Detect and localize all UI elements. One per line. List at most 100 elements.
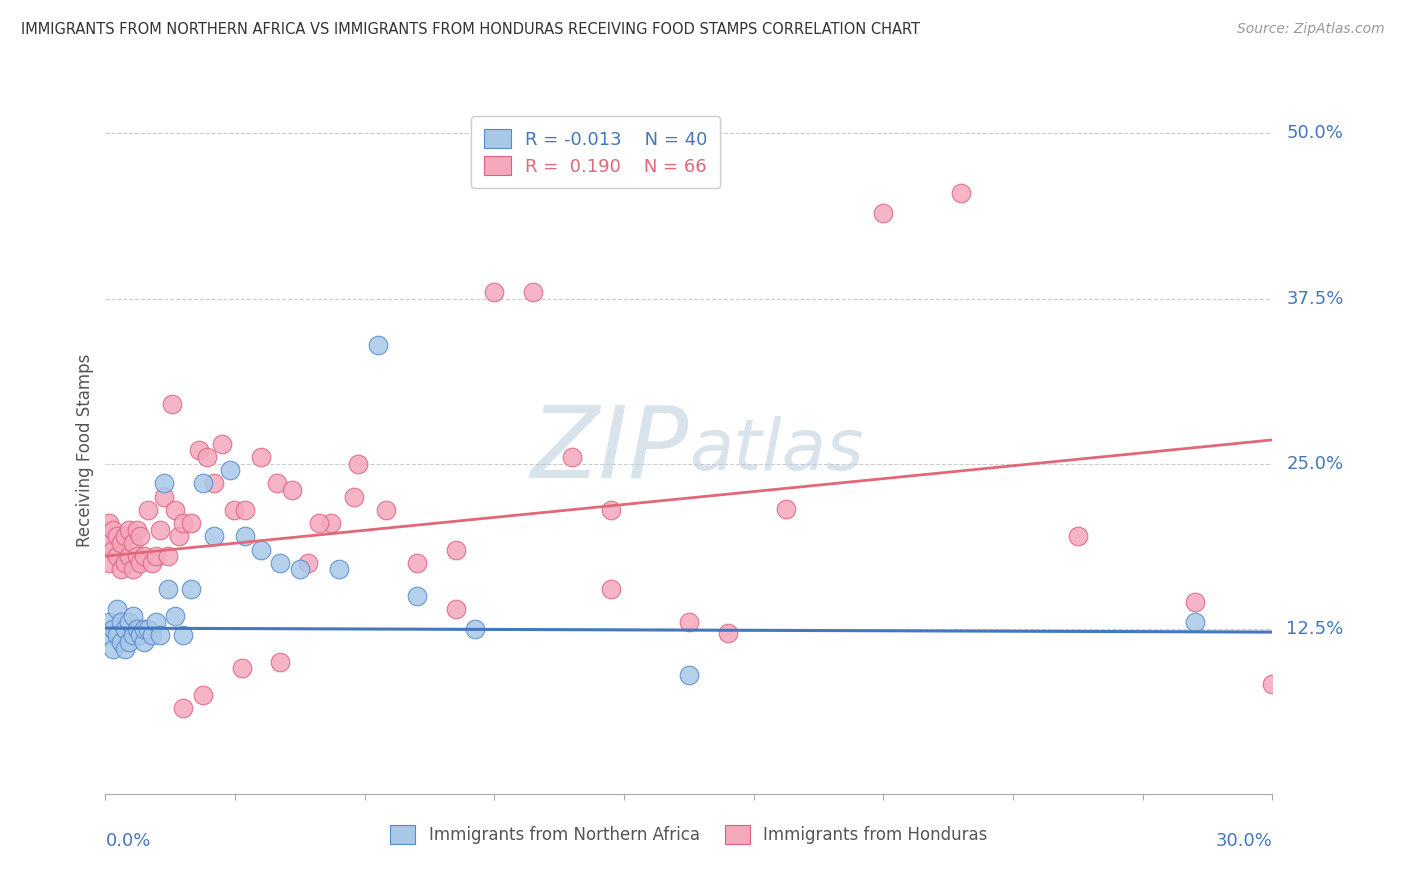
Point <box>678 668 700 682</box>
Point <box>405 589 427 603</box>
Point <box>103 523 125 537</box>
Point <box>165 503 187 517</box>
Point <box>118 615 141 630</box>
Point <box>125 622 148 636</box>
Point <box>121 608 143 623</box>
Point <box>136 622 159 636</box>
Point <box>110 635 132 649</box>
Point <box>110 536 132 550</box>
Point <box>134 622 156 636</box>
Point <box>149 628 172 642</box>
Point <box>269 556 292 570</box>
Point <box>219 463 242 477</box>
Point <box>98 556 121 570</box>
Point <box>118 523 141 537</box>
Point <box>1261 677 1284 691</box>
Point <box>266 476 288 491</box>
Point <box>103 641 125 656</box>
Point <box>775 501 797 516</box>
Point <box>103 622 125 636</box>
Point <box>180 582 202 596</box>
Point <box>288 562 311 576</box>
Point <box>374 503 396 517</box>
Point <box>872 205 894 219</box>
Point <box>129 529 152 543</box>
Point <box>149 523 172 537</box>
Point <box>110 562 132 576</box>
Point <box>134 549 156 563</box>
Point <box>717 625 740 640</box>
Point <box>110 615 132 630</box>
Point <box>152 490 174 504</box>
Point <box>678 615 700 630</box>
Point <box>235 529 257 543</box>
Point <box>319 516 342 530</box>
Point <box>114 556 136 570</box>
Point <box>141 628 163 642</box>
Y-axis label: Receiving Food Stamps: Receiving Food Stamps <box>76 354 94 547</box>
Text: 30.0%: 30.0% <box>1216 831 1272 850</box>
Point <box>172 516 194 530</box>
Point <box>114 529 136 543</box>
Text: IMMIGRANTS FROM NORTHERN AFRICA VS IMMIGRANTS FROM HONDURAS RECEIVING FOOD STAMP: IMMIGRANTS FROM NORTHERN AFRICA VS IMMIG… <box>21 22 920 37</box>
Point <box>103 542 125 557</box>
Point <box>160 397 183 411</box>
Point <box>1184 595 1206 609</box>
Point <box>484 285 506 299</box>
Point <box>114 622 136 636</box>
Point <box>269 655 292 669</box>
Point <box>405 556 427 570</box>
Point <box>1184 615 1206 630</box>
Point <box>561 450 583 464</box>
Point <box>231 661 253 675</box>
Point <box>152 476 174 491</box>
Point <box>125 523 148 537</box>
Point <box>118 549 141 563</box>
Point <box>191 688 214 702</box>
Point <box>187 443 209 458</box>
Point <box>136 503 159 517</box>
Legend: Immigrants from Northern Africa, Immigrants from Honduras: Immigrants from Northern Africa, Immigra… <box>384 819 994 851</box>
Point <box>98 516 121 530</box>
Point <box>134 635 156 649</box>
Point <box>444 542 467 557</box>
Point <box>156 582 179 596</box>
Point <box>328 562 350 576</box>
Point <box>145 615 167 630</box>
Point <box>347 457 370 471</box>
Point <box>250 450 273 464</box>
Text: ZIP: ZIP <box>530 402 689 499</box>
Point <box>98 615 121 630</box>
Point <box>235 503 257 517</box>
Point <box>172 701 194 715</box>
Point <box>202 529 225 543</box>
Point <box>180 516 202 530</box>
Point <box>98 628 121 642</box>
Point <box>250 542 273 557</box>
Point <box>105 628 128 642</box>
Point <box>98 536 121 550</box>
Point <box>129 628 152 642</box>
Point <box>172 628 194 642</box>
Point <box>125 549 148 563</box>
Point <box>165 608 187 623</box>
Point <box>522 285 544 299</box>
Point <box>105 549 128 563</box>
Point <box>121 628 143 642</box>
Point <box>114 641 136 656</box>
Point <box>308 516 330 530</box>
Point <box>1067 529 1090 543</box>
Point <box>444 602 467 616</box>
Point <box>121 562 143 576</box>
Point <box>195 450 218 464</box>
Point <box>118 635 141 649</box>
Point <box>191 476 214 491</box>
Point <box>202 476 225 491</box>
Point <box>141 556 163 570</box>
Point <box>105 529 128 543</box>
Text: atlas: atlas <box>689 416 863 485</box>
Point <box>950 186 973 200</box>
Point <box>281 483 304 497</box>
Point <box>105 602 128 616</box>
Point <box>121 536 143 550</box>
